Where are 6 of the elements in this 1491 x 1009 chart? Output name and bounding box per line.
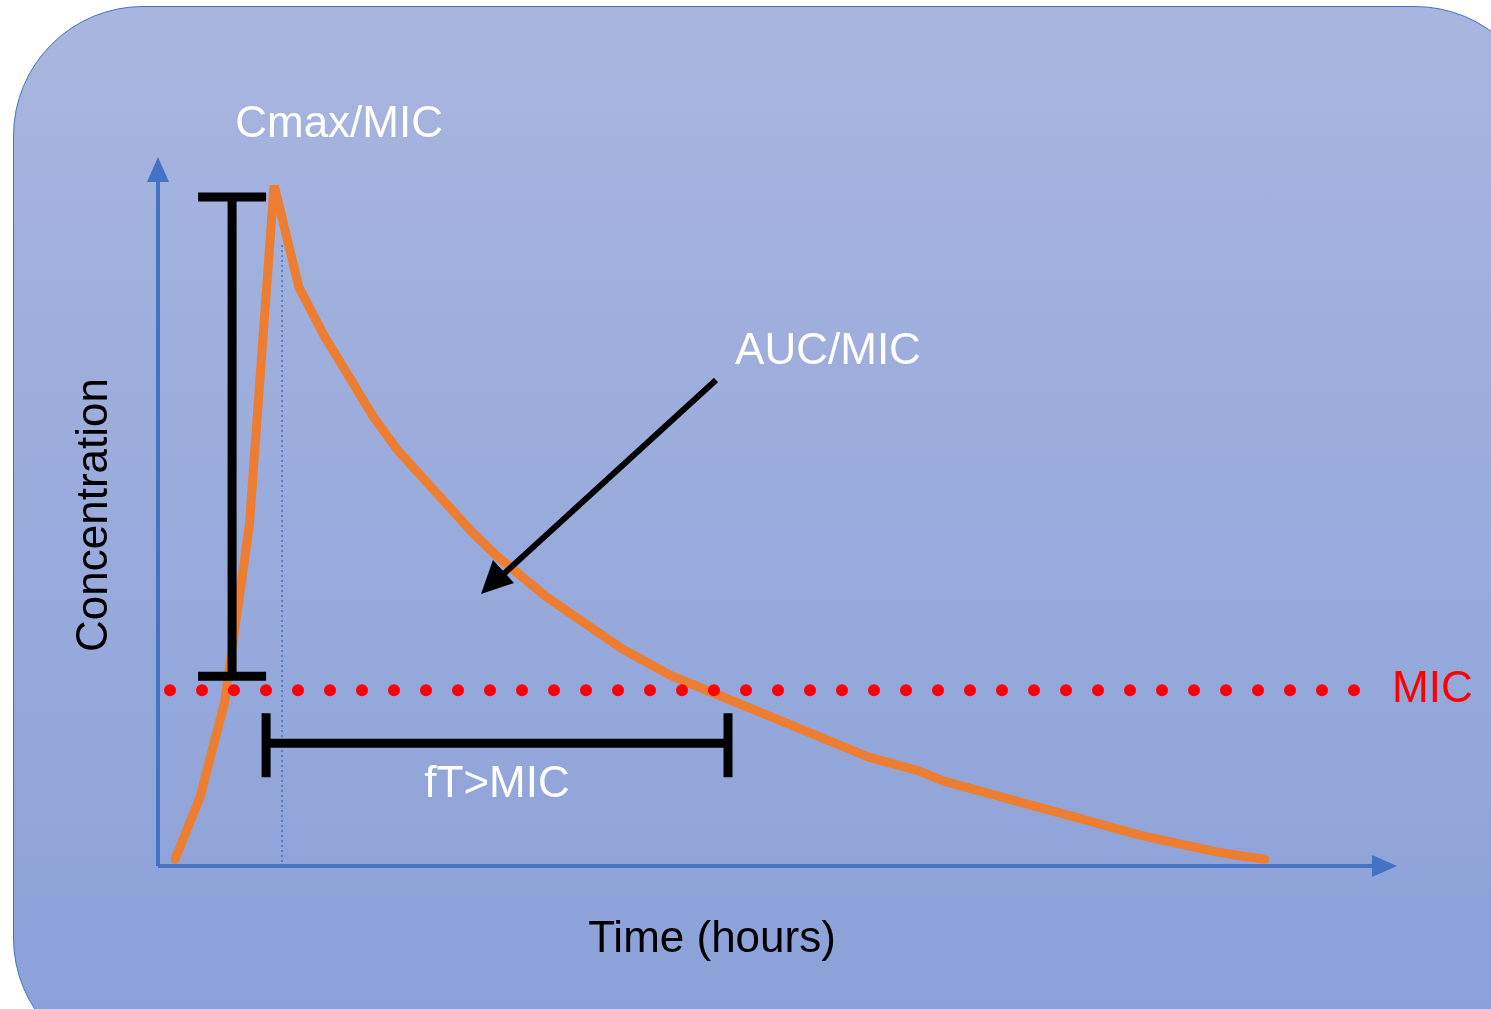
annotation: fT>MIC bbox=[424, 757, 570, 807]
text: Cmax/MIC bbox=[235, 97, 443, 147]
ref-line-label: MIC bbox=[1392, 662, 1473, 712]
annotation: AUC/MIC bbox=[735, 324, 921, 374]
x-axis-title: Time (hours) bbox=[588, 912, 836, 962]
y-axis-title: Concentration bbox=[67, 378, 117, 652]
